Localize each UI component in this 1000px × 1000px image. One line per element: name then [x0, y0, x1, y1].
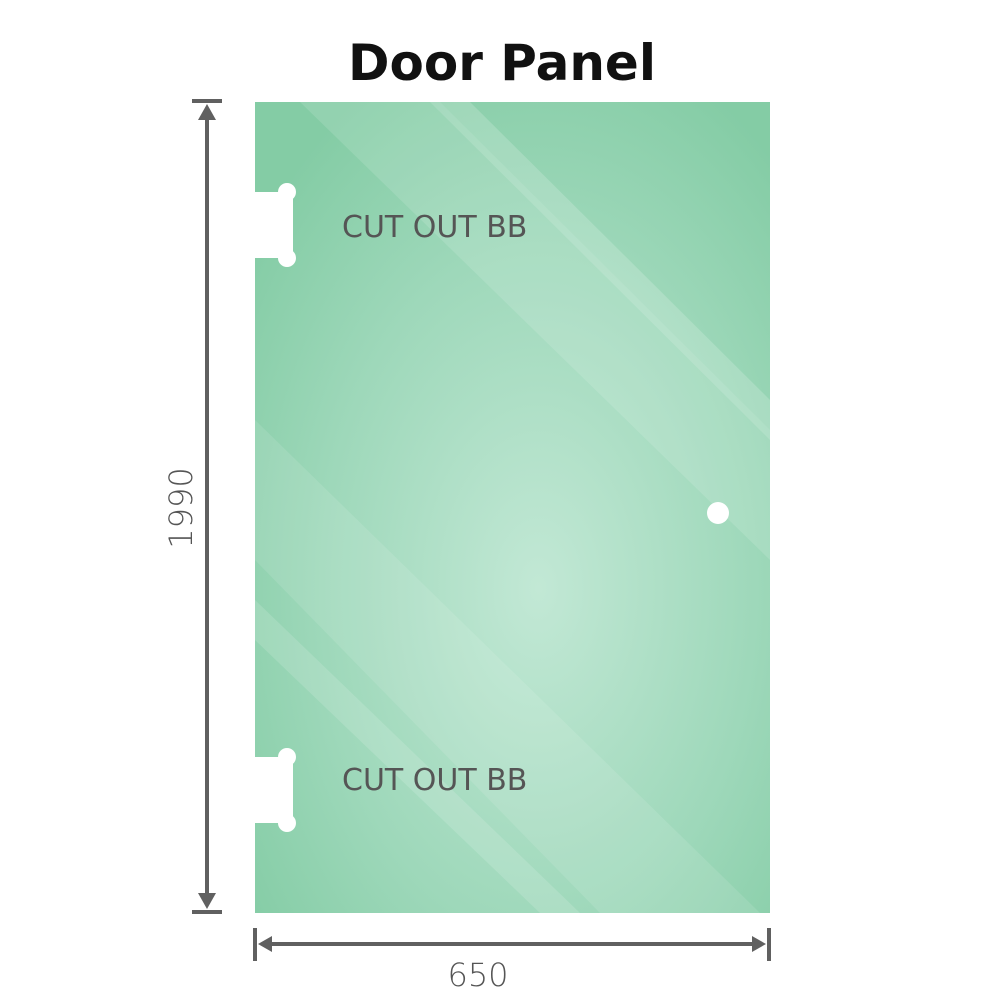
handle-hole	[707, 502, 729, 524]
top-cutout	[250, 183, 296, 267]
glass-panel	[250, 102, 770, 913]
width-label: 650	[447, 956, 508, 994]
arrow-down-icon	[198, 893, 216, 909]
arrow-right-icon	[752, 936, 766, 952]
height-dimension	[192, 99, 222, 914]
bottom-cutout	[250, 748, 296, 832]
arrow-up-icon	[198, 104, 216, 120]
diagram-title: Door Panel	[348, 34, 656, 92]
arrow-left-icon	[258, 936, 272, 952]
glass-reflections	[255, 102, 770, 913]
width-dimension	[253, 928, 771, 961]
cutout-label-bottom: CUT OUT BB	[342, 763, 527, 798]
height-label: 1990	[162, 467, 200, 548]
cutout-label-top: CUT OUT BB	[342, 210, 527, 245]
